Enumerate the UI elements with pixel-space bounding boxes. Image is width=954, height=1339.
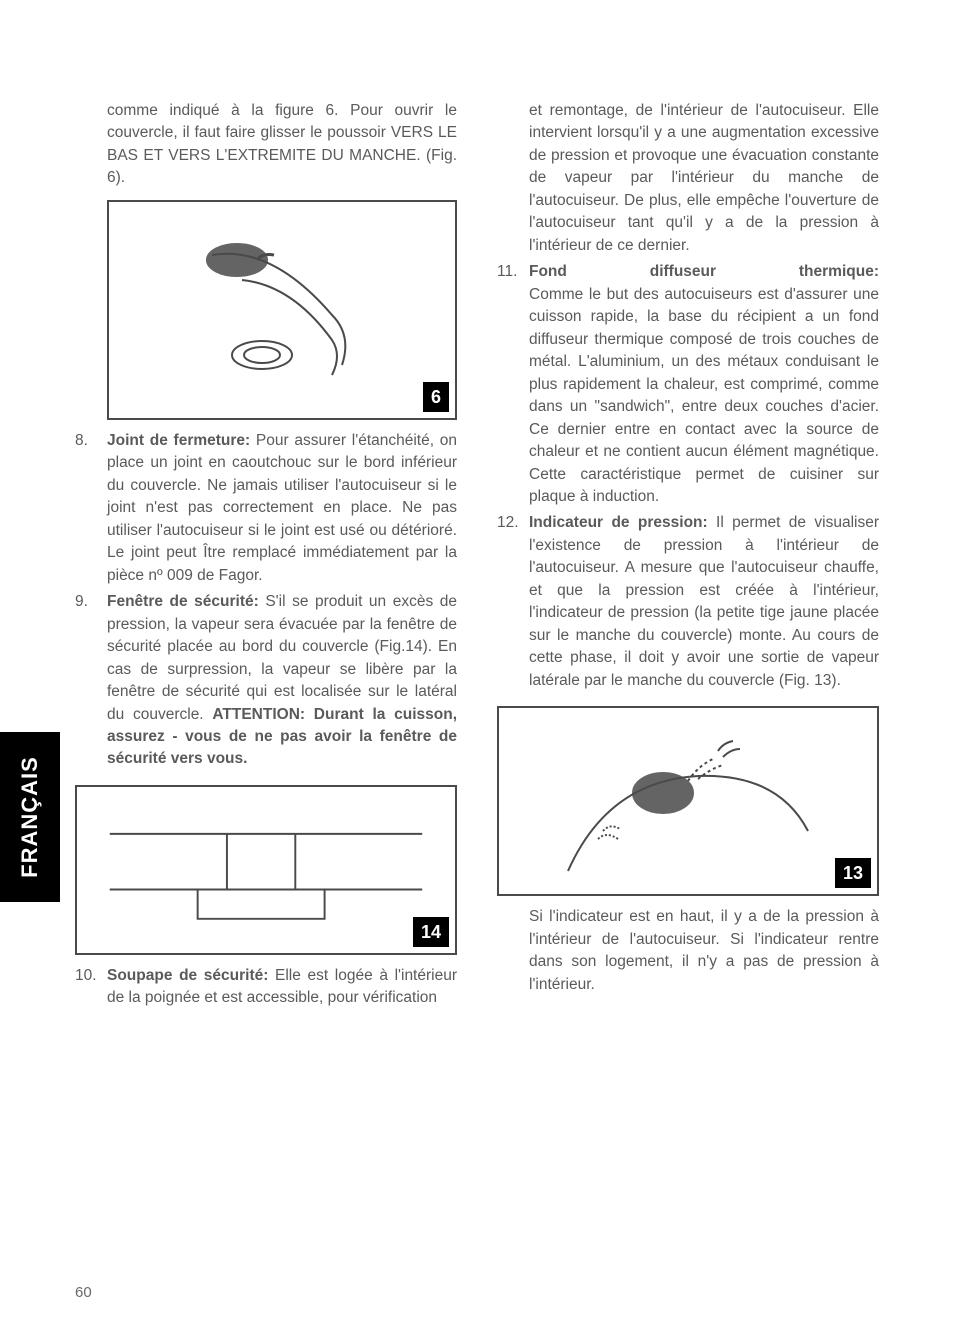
item-8-body: Joint de fermeture: Pour assurer l'étanc…: [107, 430, 457, 587]
item-11-number: 11.: [497, 261, 529, 508]
item-12-title: Indicateur de pression:: [529, 514, 708, 531]
item-12-number: 12.: [497, 512, 529, 692]
figure-14: 14: [75, 785, 457, 955]
item-12-body: Indicateur de pression: Il permet de vis…: [529, 512, 879, 692]
item-12: 12. Indicateur de pression: Il permet de…: [497, 512, 879, 692]
item-12-after: Si l'indicateur est en haut, il y a de l…: [497, 906, 879, 996]
item-11-title: Fond diffuseur thermique:: [529, 261, 879, 283]
figure-13-illustration: [548, 721, 828, 881]
item-12-text: Il permet de visualiser l'existence de p…: [529, 514, 879, 688]
item-8: 8. Joint de fermeture: Pour assurer l'ét…: [75, 430, 457, 587]
item-9-body: Fenêtre de sécurité: S'il se produit un …: [107, 591, 457, 771]
language-tab: FRANÇAIS: [0, 732, 60, 902]
item-8-title: Joint de fermeture:: [107, 432, 250, 449]
item-9-title: Fenêtre de sécurité:: [107, 593, 259, 610]
item-9-number: 9.: [75, 591, 107, 771]
left-column: comme indiqué à la figure 6. Pour ouvrir…: [75, 100, 457, 1010]
page-number: 60: [75, 1284, 92, 1301]
item-10-continuation: et remontage, de l'intérieur de l'autocu…: [497, 100, 879, 257]
figure-13-number: 13: [835, 858, 871, 888]
item-10: 10. Soupape de sécurité: Elle est logée …: [75, 965, 457, 1010]
intro-paragraph: comme indiqué à la figure 6. Pour ouvrir…: [75, 100, 457, 190]
content-columns: comme indiqué à la figure 6. Pour ouvrir…: [75, 100, 879, 1010]
item-9: 9. Fenêtre de sécurité: S'il se produit …: [75, 591, 457, 771]
figure-6: 6: [107, 200, 457, 420]
item-8-number: 8.: [75, 430, 107, 587]
item-10-title: Soupape de sécurité:: [107, 967, 268, 984]
item-10-body: Soupape de sécurité: Elle est logée à l'…: [107, 965, 457, 1010]
language-tab-label: FRANÇAIS: [17, 756, 43, 878]
item-8-text: Pour assurer l'étanchéité, on place un j…: [107, 432, 457, 584]
item-10-number: 10.: [75, 965, 107, 1010]
figure-6-number: 6: [423, 382, 449, 412]
item-11-text: Comme le but des autocuiseurs est d'assu…: [529, 286, 879, 505]
figure-13: 13: [497, 706, 879, 896]
figure-6-illustration: [182, 225, 382, 395]
item-9-text: S'il se produit un excès de pression, la…: [107, 593, 457, 722]
figure-14-illustration: [77, 787, 455, 953]
right-column: et remontage, de l'intérieur de l'autocu…: [497, 100, 879, 1010]
figure-14-number: 14: [413, 917, 449, 947]
item-11-body: Fond diffuseur thermique: Comme le but d…: [529, 261, 879, 508]
item-11: 11. Fond diffuseur thermique: Comme le b…: [497, 261, 879, 508]
